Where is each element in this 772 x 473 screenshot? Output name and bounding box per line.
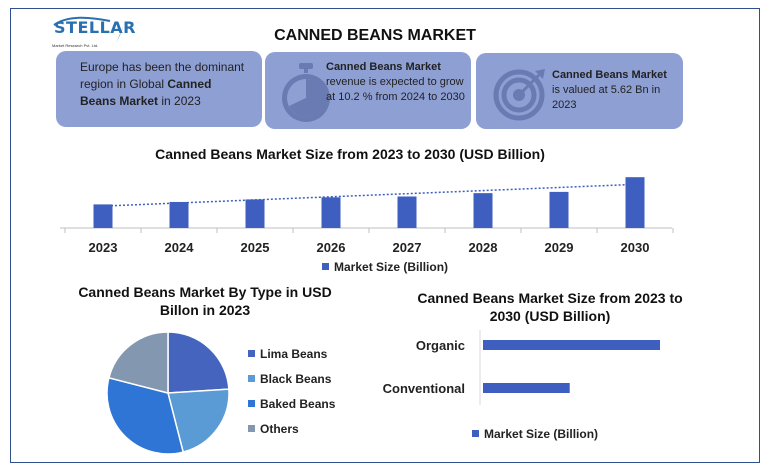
x-tick-label: 2028 [469,240,498,255]
logo-tagline: Market Research Pvt. Ltd. [52,43,99,48]
stopwatch-icon [282,63,330,122]
pie-legend-item: Others [248,416,335,441]
bar-2023 [93,204,113,228]
legend-swatch [248,375,255,382]
hbar-chart-legend: Market Size (Billion) [472,425,598,443]
card-bold-text: Canned Beans Market [326,61,441,73]
x-tick-label: 2027 [393,240,422,255]
legend-swatch [248,400,255,407]
info-card-value: Canned Beans Market is valued at 5.62 Bn… [476,53,683,129]
bar-2027 [397,196,417,228]
bar-2028 [473,193,493,228]
bar-chart: 2023 2024 2025 2026 2027 2028 2029 2030 [60,177,674,255]
pie-slice-black-beans [167,388,230,453]
bar-2025 [245,199,265,228]
y-tick-label: Conventional [383,381,465,396]
bar-2030 [625,177,645,228]
x-tick-label: 2026 [317,240,346,255]
bar-2026 [321,197,341,228]
x-tick-label: 2029 [545,240,574,255]
card-bold-text: Canned Beans Market [80,77,212,108]
pie-legend-item: Black Beans [248,366,335,391]
legend-label: Market Size (Billion) [484,426,599,441]
x-tick-label: 2025 [241,240,270,255]
legend-label: Lima Beans [260,346,328,361]
bar-chart-title: Canned Beans Market Size from 2023 to 20… [155,146,545,162]
hbar-organic [483,340,660,350]
card-text-end: revenue is expected to grow at 10.2 % fr… [326,76,465,103]
legend-label: Black Beans [260,371,332,386]
pie-legend-item: Lima Beans [248,341,335,366]
info-card-region: Europe has been the dominant region in G… [56,51,262,127]
logo-swoosh-icon [53,16,124,43]
card-text: Europe has been the dominant region in G… [80,60,245,91]
pie-legend-item: Baked Beans [248,391,335,416]
x-tick-label: 2030 [621,240,650,255]
legend-label: Market Size (Billion) [334,259,449,274]
pie-chart-title: Canned Beans Market By Type in USD Billo… [78,284,332,318]
legend-swatch [248,425,255,432]
hbar-conventional [483,383,570,393]
pie-chart [106,331,230,455]
hbar-chart-title: Canned Beans Market Size from 2023 to 20… [417,290,683,324]
pie-slice-baked-beans [106,376,185,455]
legend-swatch [472,430,479,438]
x-tick-label: 2024 [165,240,195,255]
bar-chart-legend: Market Size (Billion) [322,258,448,276]
card-bold-text: Canned Beans Market [552,69,667,81]
x-tick-label: 2023 [89,240,118,255]
bar-2029 [549,191,569,228]
hbar-chart: Organic Conventional [383,330,660,405]
logo-name: STELLAR [54,18,136,37]
pie-slice-others [108,331,169,394]
y-tick-label: Organic [416,338,465,353]
page-title: CANNED BEANS MARKET [274,27,476,44]
info-card-growth: Canned Beans Market revenue is expected … [265,52,471,129]
pie-slice-lima-beans [167,331,230,394]
card-text-end: is valued at 5.62 Bn in 2023 [552,84,661,111]
pie-legend: Lima Beans Black Beans Baked Beans Others [248,341,335,441]
legend-swatch [248,350,255,357]
card-text-end: in 2023 [158,94,201,108]
legend-swatch [322,263,329,271]
target-icon [493,69,545,121]
bar-2024 [169,201,189,228]
legend-label: Others [260,421,299,436]
legend-label: Baked Beans [260,396,336,411]
